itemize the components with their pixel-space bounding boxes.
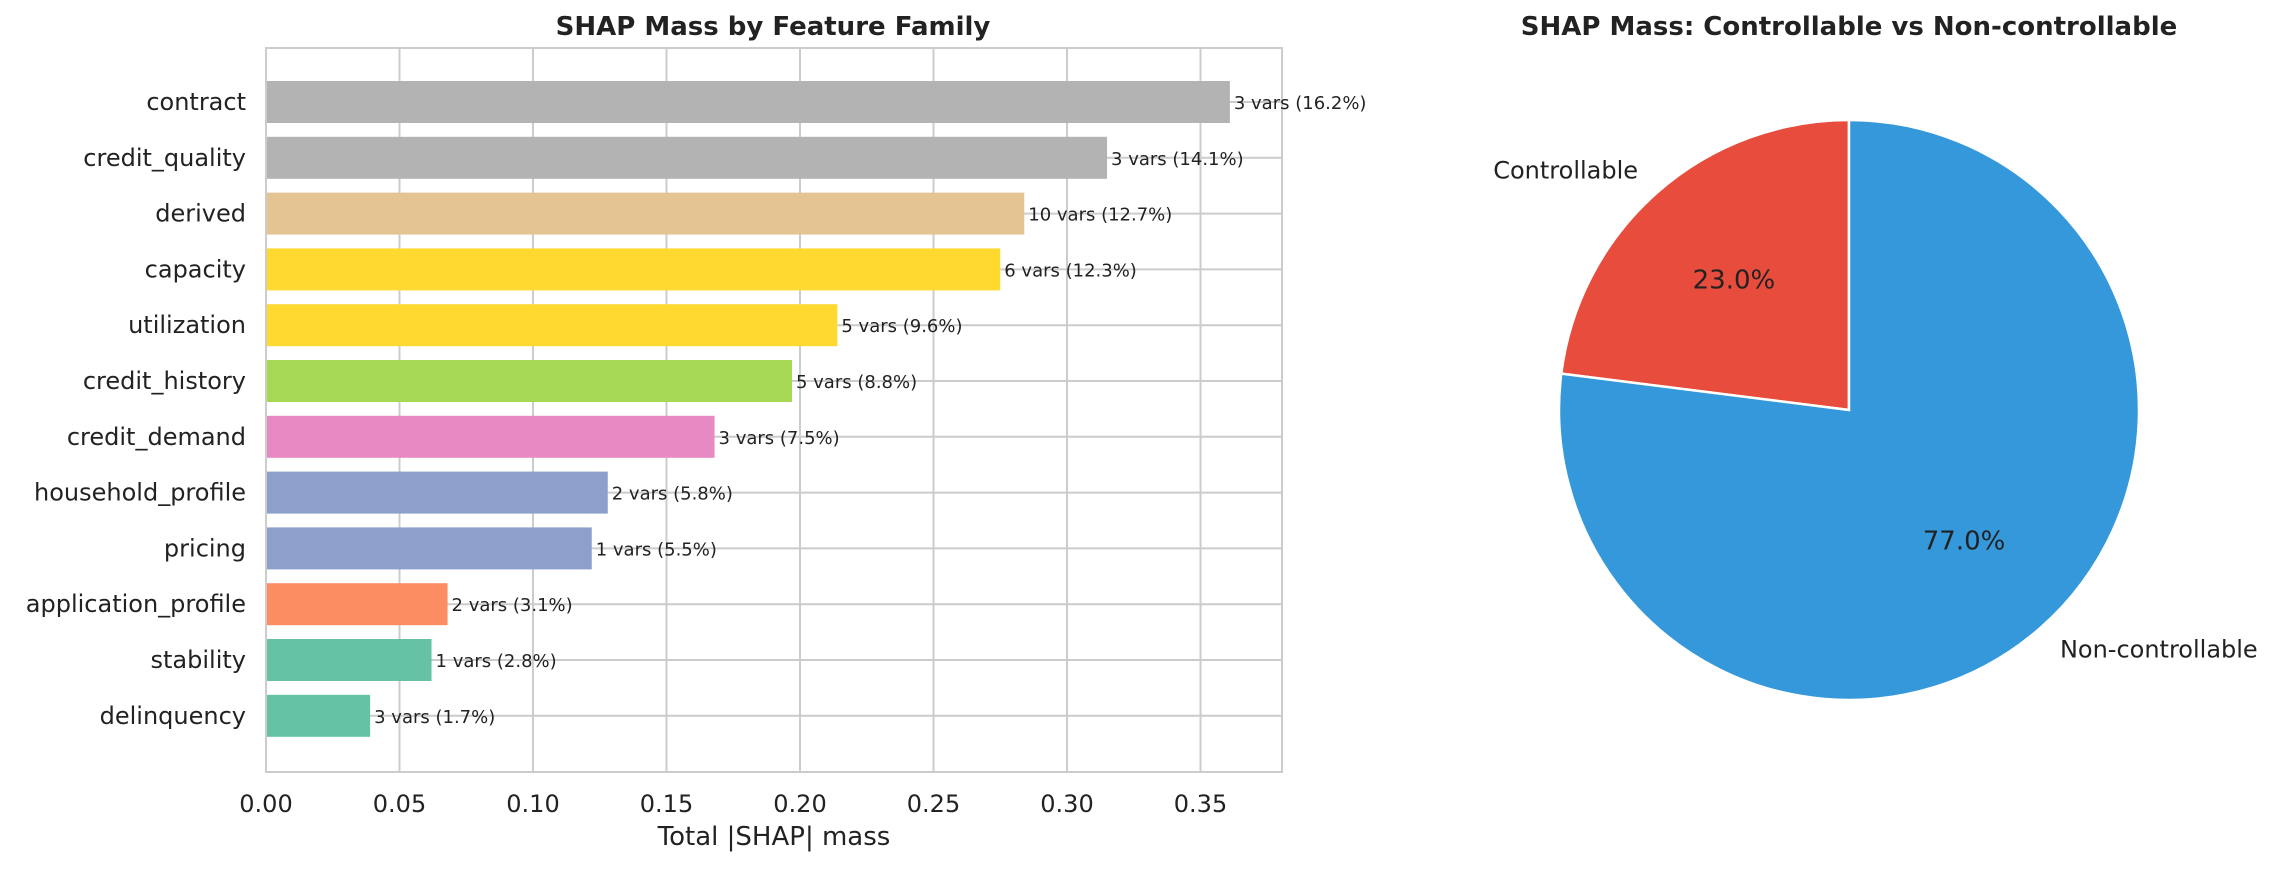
- bar-data-label: 1 vars (2.8%): [436, 651, 557, 672]
- x-tick-label: 0.00: [239, 790, 292, 818]
- x-tick-label: 0.15: [640, 790, 693, 818]
- y-tick-label: delinquency: [100, 702, 246, 730]
- bar-contract: [266, 81, 1230, 123]
- y-tick-label: pricing: [164, 534, 246, 562]
- bar-data-label: 3 vars (1.7%): [374, 707, 495, 728]
- bar-chart-data-labels: 3 vars (16.2%) 3 vars (14.1%) 10 vars (12.…: [374, 93, 1366, 728]
- y-tick-label: contract: [146, 88, 246, 116]
- bar-data-label: 6 vars (12.3%): [1004, 260, 1137, 281]
- y-tick-label: derived: [155, 200, 246, 228]
- pie-percent-label: 23.0%: [1693, 265, 1776, 295]
- bar-chart-x-tick-labels: 0.00 0.05 0.10 0.15 0.20 0.25 0.30 0.35: [239, 790, 1227, 818]
- bar-data-label: 1 vars (5.5%): [596, 539, 717, 560]
- y-tick-label: household_profile: [34, 479, 246, 507]
- pie-category-label: Controllable: [1493, 157, 1638, 185]
- bar-credit-history: [266, 360, 792, 402]
- x-tick-label: 0.30: [1040, 790, 1093, 818]
- bar-chart-frame: [265, 47, 1283, 773]
- bar-credit-demand: [266, 415, 715, 458]
- bar-chart-bars: [266, 81, 1230, 737]
- bar-application-profile: [266, 583, 448, 626]
- bar-household-profile: [266, 471, 608, 514]
- y-tick-label: credit_demand: [67, 423, 246, 451]
- bar-data-label: 5 vars (8.8%): [796, 372, 917, 393]
- pie-slice-non-controllable: [1557, 118, 2141, 702]
- bar-pricing: [266, 527, 592, 570]
- bar-data-label: 3 vars (16.2%): [1234, 93, 1367, 114]
- y-tick-label: credit_quality: [83, 144, 246, 172]
- bar-chart-x-axis-label: Total |SHAP| mass: [657, 822, 891, 852]
- bar-data-label: 3 vars (14.1%): [1111, 149, 1244, 170]
- x-tick-label: 0.35: [1174, 790, 1227, 818]
- y-tick-label: application_profile: [26, 590, 246, 618]
- x-tick-label: 0.10: [506, 790, 559, 818]
- bar-delinquency: [266, 694, 371, 737]
- y-tick-label: stability: [151, 646, 246, 674]
- pie-chart-panel: SHAP Mass: Controllable vs Non-controlla…: [1493, 12, 2258, 702]
- bar-data-label: 2 vars (5.8%): [612, 484, 733, 505]
- bar-stability: [266, 639, 432, 681]
- pie-chart-title: SHAP Mass: Controllable vs Non-controlla…: [1521, 12, 2178, 42]
- y-tick-label: utilization: [128, 311, 246, 339]
- pie-category-label: Non-controllable: [2060, 635, 2258, 663]
- pie-percent-label: 77.0%: [1923, 527, 2006, 557]
- bar-data-label: 10 vars (12.7%): [1028, 205, 1172, 226]
- pie-chart-labels: 23.0% Controllable 77.0% Non-controllable: [1493, 157, 2257, 664]
- bar-chart-title: SHAP Mass by Feature Family: [556, 12, 991, 42]
- x-tick-label: 0.20: [773, 790, 826, 818]
- bar-data-label: 5 vars (9.6%): [841, 316, 962, 337]
- bar-derived: [266, 192, 1025, 235]
- bar-data-label: 2 vars (3.1%): [452, 595, 573, 616]
- x-tick-label: 0.05: [373, 790, 426, 818]
- pie-slice-controllable: [1559, 118, 1851, 412]
- bar-chart-panel: SHAP Mass by Feature Family contract cred…: [26, 12, 1367, 852]
- y-tick-label: capacity: [145, 255, 246, 283]
- y-tick-label: credit_history: [83, 367, 246, 395]
- bar-credit-quality: [266, 136, 1108, 179]
- bar-data-label: 3 vars (7.5%): [719, 428, 840, 449]
- bar-capacity: [266, 248, 1001, 291]
- bar-utilization: [266, 304, 838, 347]
- pie-chart-slices: [1557, 118, 2141, 702]
- x-tick-label: 0.25: [907, 790, 960, 818]
